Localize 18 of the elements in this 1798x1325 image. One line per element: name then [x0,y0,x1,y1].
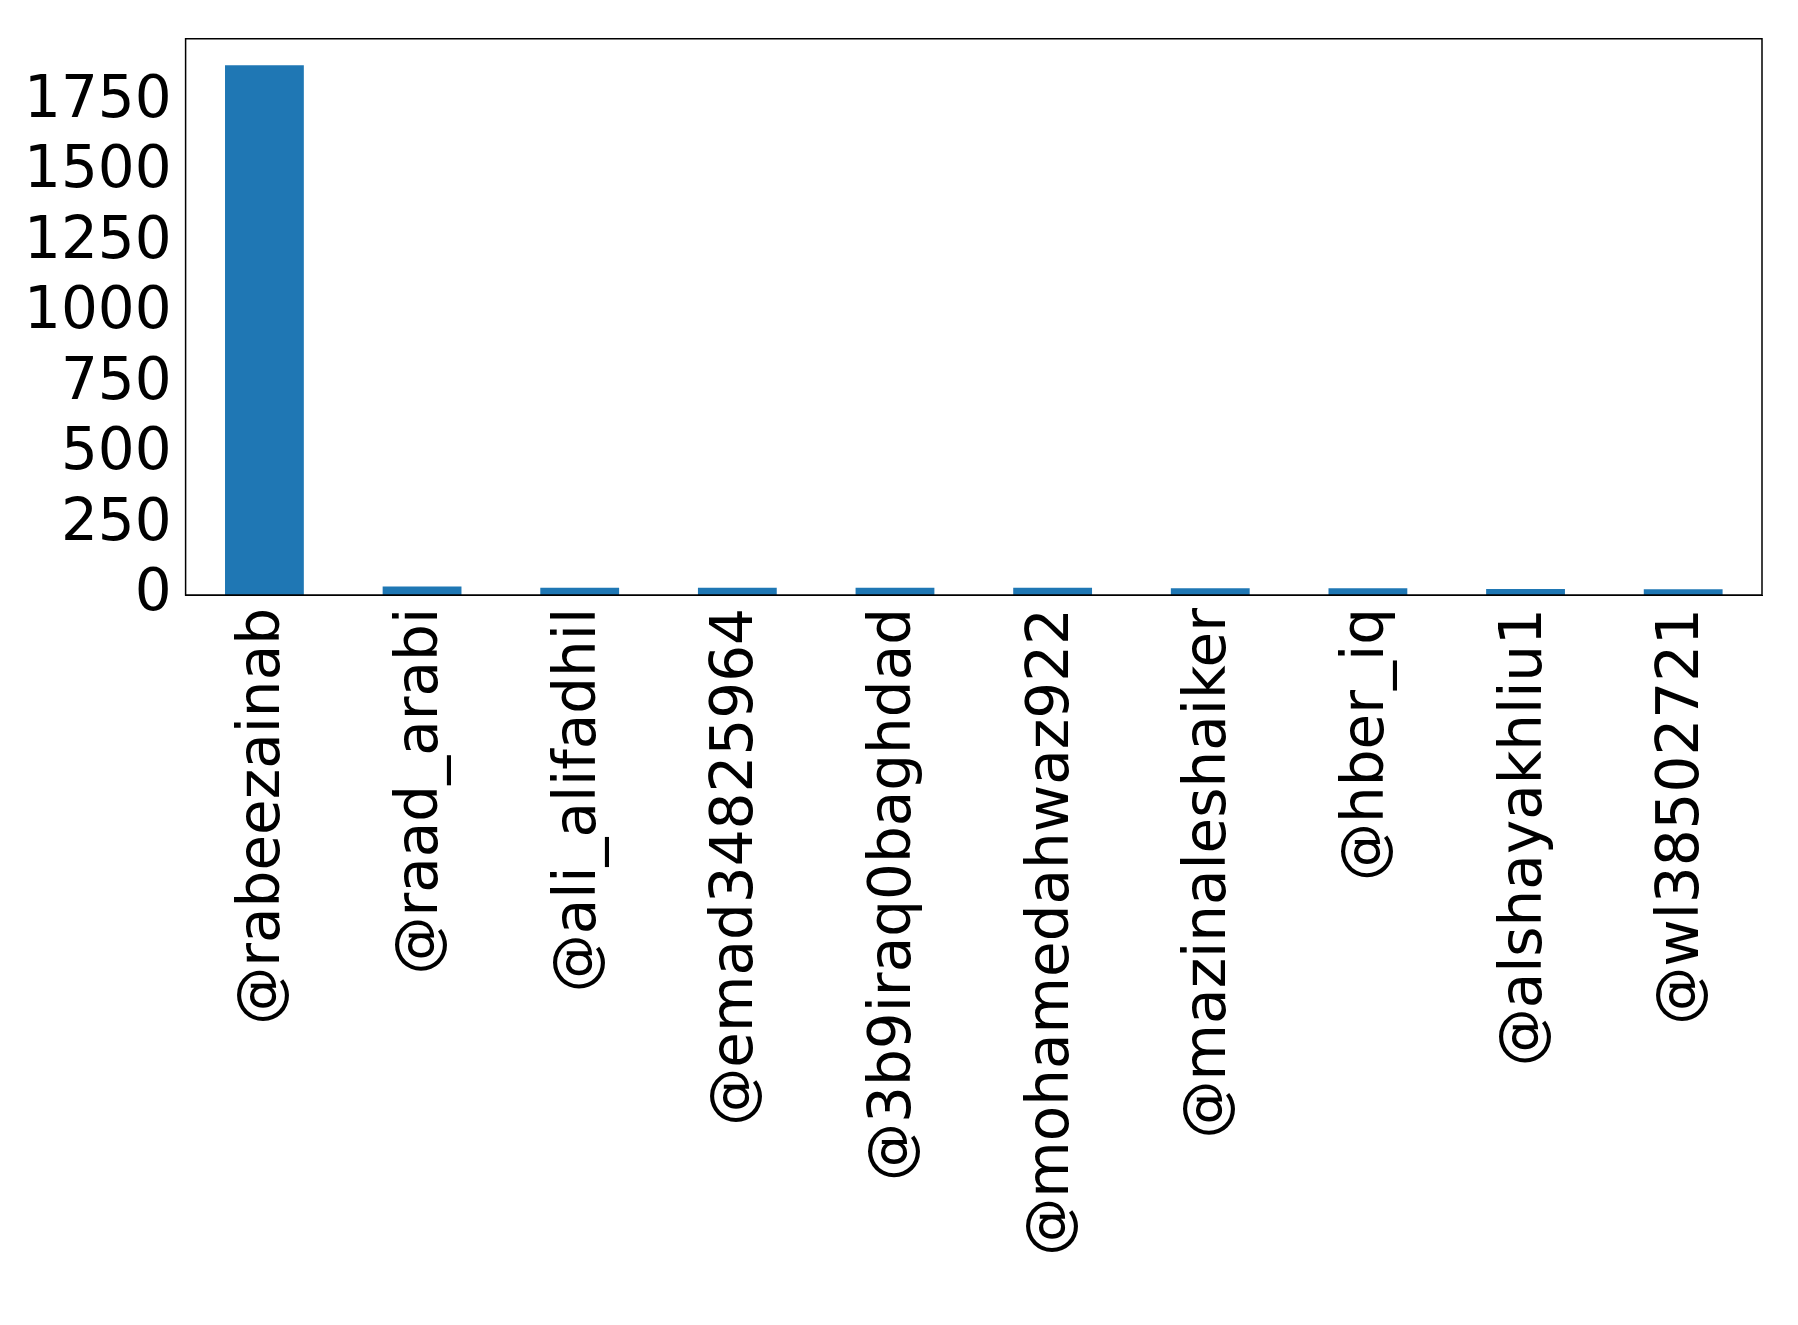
y-tick-label: 0 [134,556,172,625]
y-tick-label: 1500 [24,133,172,202]
x-tick-label: @hber_iq [1328,608,1397,882]
x-tick-label: @mohamedahwaz922 [1013,608,1082,1256]
y-tick-label: 750 [60,344,172,413]
y-tick-label: 1250 [24,203,172,272]
x-tick-label: @rabeezainab [225,608,294,1025]
x-tick-label: @emad34825964 [698,608,767,1126]
x-tick-label: @alshayakhliu1 [1486,608,1555,1067]
y-tick-label: 500 [60,415,172,484]
y-tick-label: 1750 [24,62,172,131]
x-tick-label: @3b9iraq0baghdad [856,608,925,1181]
x-tick-label: @wl38502721 [1644,608,1713,1025]
x-tick-label: @ali_alifadhil [540,608,609,993]
y-tick-label: 250 [60,485,172,554]
y-tick-label: 1000 [24,274,172,343]
x-tick-label: @raad_arabi [383,608,452,975]
x-tick-label: @mazinaleshaiker [1171,607,1240,1139]
